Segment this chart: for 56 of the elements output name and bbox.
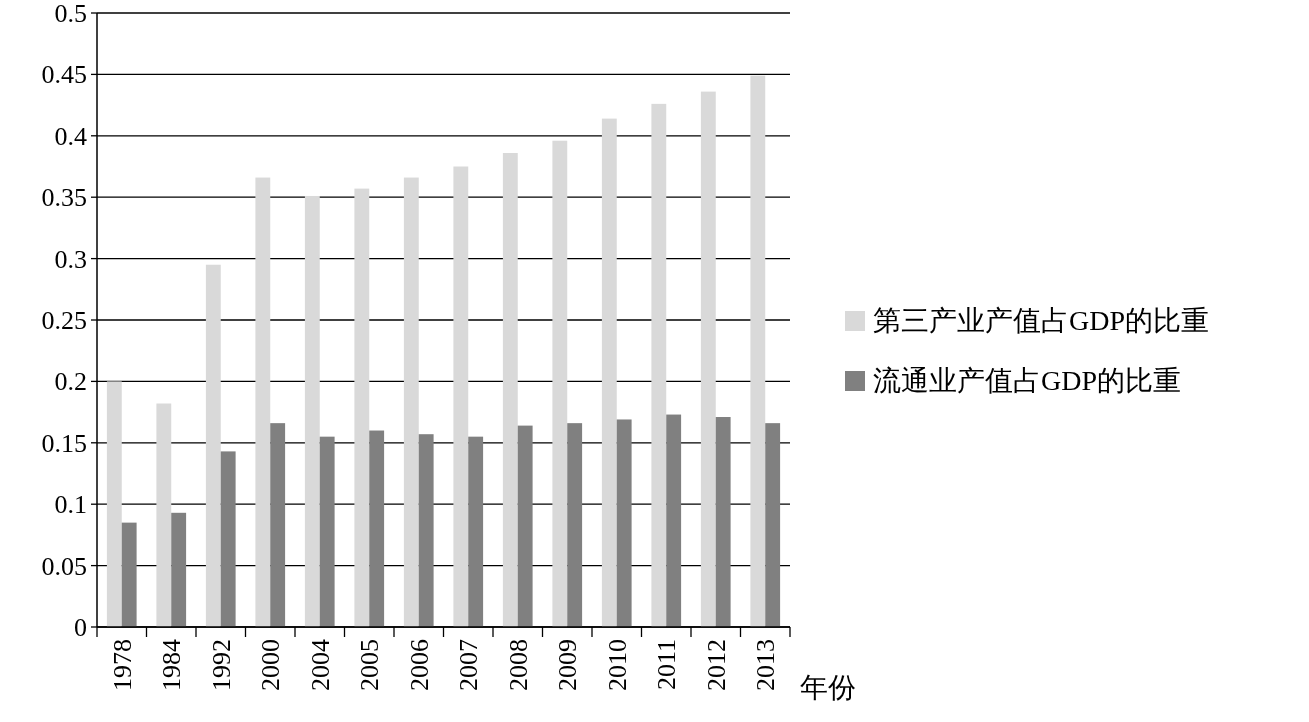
y-tick-label: 0.3 (54, 244, 87, 274)
bar (220, 451, 236, 627)
bar (354, 188, 370, 627)
bar (453, 166, 469, 627)
bar (502, 152, 518, 627)
bar (106, 381, 122, 627)
x-tick-label: 1992 (206, 639, 236, 691)
y-tick-label: 0.25 (41, 306, 87, 335)
y-tick-label: 0 (74, 613, 87, 642)
x-tick-label: 2005 (355, 639, 385, 691)
bar (255, 177, 271, 627)
x-tick-label: 2008 (503, 639, 533, 691)
bar (616, 419, 632, 627)
legend-label: 流通业产值占GDP的比重 (873, 365, 1182, 396)
bar (468, 436, 484, 627)
bar (517, 425, 533, 627)
x-tick-label: 2010 (602, 639, 632, 691)
bar (121, 522, 137, 627)
bar (601, 118, 617, 627)
x-tick-label: 2013 (751, 639, 781, 691)
bar (750, 75, 766, 627)
y-tick-label: 0.1 (54, 490, 87, 520)
bar (700, 91, 716, 627)
x-tick-label: 1984 (157, 639, 187, 691)
bar (765, 423, 781, 627)
y-tick-label: 0.4 (54, 121, 87, 151)
bar (418, 434, 434, 627)
x-tick-label: 2006 (404, 639, 434, 691)
bar (651, 103, 667, 627)
x-tick-label: 2012 (701, 639, 731, 691)
x-axis-title: 年份 (800, 672, 856, 703)
y-tick-label: 0.45 (41, 60, 87, 90)
x-tick-label: 2009 (553, 639, 583, 691)
bar (567, 423, 583, 627)
bar (171, 512, 187, 627)
bar (319, 436, 335, 627)
bar (369, 430, 385, 627)
x-tick-label: 2007 (454, 639, 484, 691)
bar (715, 417, 731, 627)
x-tick-label: 1978 (107, 639, 137, 691)
bar (403, 177, 419, 627)
bar (552, 140, 568, 627)
x-tick-label: 2004 (305, 639, 335, 691)
y-tick-label: 0.35 (41, 183, 87, 213)
x-tick-label: 2011 (652, 639, 682, 691)
y-tick-label: 0.5 (54, 0, 87, 28)
bar (304, 195, 320, 627)
y-tick-label: 0.2 (54, 367, 87, 397)
x-tick-label: 2000 (256, 639, 286, 691)
bar (205, 264, 221, 627)
bar (156, 403, 172, 627)
bar (270, 423, 286, 627)
legend-label: 第三产业产值占GDP的比重 (873, 305, 1210, 336)
y-tick-label: 0.05 (41, 551, 87, 581)
bar (666, 414, 682, 627)
y-tick-label: 0.15 (41, 428, 87, 458)
